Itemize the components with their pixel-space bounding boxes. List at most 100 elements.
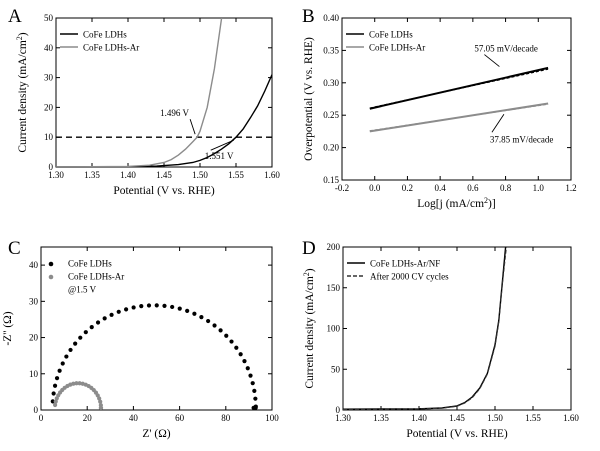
x-tick-label: 1.35 <box>373 413 389 423</box>
data-point <box>95 320 101 325</box>
annotation-label: 37.85 mV/decade <box>490 134 553 144</box>
x-axis-label-sup: 2 <box>484 196 488 205</box>
panel-label: B <box>302 6 315 27</box>
legend-label: CoFe LDHs <box>83 30 127 40</box>
data-point <box>224 333 229 338</box>
annotation-label: 57.05 mV/decade <box>474 44 537 54</box>
data-point <box>185 308 190 314</box>
panel-label: C <box>8 238 21 259</box>
annotation-label: 1.496 V <box>160 108 189 118</box>
data-point <box>248 373 253 378</box>
legend-marker <box>48 261 54 267</box>
x-tick-label: 1.50 <box>487 413 503 423</box>
data-point <box>71 381 76 386</box>
x-tick-label: 1.40 <box>411 413 427 423</box>
data-point <box>123 307 129 312</box>
y-tick-label: 0.30 <box>323 78 339 88</box>
data-point <box>98 399 103 404</box>
x-tick-label: 1.30 <box>48 170 64 180</box>
y-tick-label: 0.25 <box>323 110 339 120</box>
x-tick-label: 1.60 <box>264 170 280 180</box>
y-tick-label: 10 <box>44 132 54 142</box>
plot-area <box>50 303 258 410</box>
data-point <box>74 381 79 386</box>
series-line <box>56 18 223 167</box>
y-tick-label: 0.20 <box>323 143 339 153</box>
x-tick-label: 0.2 <box>402 183 413 193</box>
data-point <box>253 396 258 401</box>
data-point <box>109 312 114 317</box>
plot-frame <box>55 17 273 168</box>
data-point <box>251 405 256 410</box>
data-point <box>98 405 103 410</box>
data-point <box>139 304 144 309</box>
x-axis-label-end: )] <box>488 198 496 210</box>
y-axis-label: Current density (mA/cm2) <box>302 268 317 388</box>
x-tick-label: 0.4 <box>435 183 447 193</box>
data-point <box>64 354 69 359</box>
data-point <box>206 318 211 324</box>
plot-frame <box>40 246 273 411</box>
plot-frame <box>341 17 572 181</box>
x-tick-label: 40 <box>129 413 139 423</box>
y-axis-label-text: Current density (mA/cm <box>17 40 29 152</box>
panel-a: A 1.30 1.35 1.40 1.45 1.50 1.55 1.60 0 10 20 30 40 50… <box>8 6 280 197</box>
x-tick-label: 1.55 <box>525 413 541 423</box>
data-point <box>245 366 250 371</box>
data-point <box>53 399 58 404</box>
fit-line <box>369 68 549 109</box>
y-axis-label-text: Current density (mA/cm <box>304 276 316 388</box>
data-point <box>52 383 58 388</box>
data-point <box>89 324 94 330</box>
annotation-pointer <box>484 54 500 67</box>
legend-marker <box>48 274 54 280</box>
x-tick-label: 1.60 <box>563 413 579 423</box>
y-axis-label: -Z'' (Ω) <box>2 311 14 345</box>
annotation-label: 1.551 V <box>205 151 234 161</box>
plot-area <box>369 66 549 133</box>
data-point <box>238 352 243 357</box>
x-tick-label: 60 <box>175 413 185 423</box>
data-point <box>192 311 197 316</box>
x-axis-label-text: Potential (V vs. RHE) <box>113 185 215 197</box>
y-tick-label: 0.35 <box>323 45 339 55</box>
x-tick-label: 0.8 <box>500 183 512 193</box>
data-point <box>218 328 223 333</box>
panel-label: A <box>8 6 22 27</box>
x-axis-label: Potential (V vs. RHE) <box>113 185 215 197</box>
y-axis-label-sup: 2 <box>15 36 24 40</box>
x-axis-label-text: Log[j (mA/cm <box>417 198 484 210</box>
x-tick-label: 0.0 <box>369 183 381 193</box>
data-point <box>83 330 88 335</box>
data-point <box>234 345 239 350</box>
y-axis-label: Current density (mA/cm2) <box>15 32 30 152</box>
x-tick-label: 1.45 <box>156 170 172 180</box>
y-tick-label: 10 <box>29 369 39 379</box>
data-point <box>60 361 65 366</box>
y-axis-label-end: ) <box>304 268 316 272</box>
y-axis-label-end: ) <box>17 32 29 36</box>
legend-label: CoFe LDHs-Ar/NF <box>370 259 440 269</box>
data-point <box>54 376 60 381</box>
y-axis-label-text: Overpotential (V vs. RHE) <box>303 37 315 161</box>
data-point <box>250 381 255 386</box>
data-point <box>77 381 82 386</box>
y-tick-label: 50 <box>44 13 54 23</box>
y-tick-label: 0.40 <box>323 13 339 23</box>
x-axis-label-text: Potential (V vs. RHE) <box>406 428 508 440</box>
series-line <box>56 74 272 167</box>
y-tick-label: 30 <box>44 73 54 83</box>
data-point <box>146 303 152 308</box>
x-tick-label: 80 <box>221 413 231 423</box>
data-point <box>68 347 73 353</box>
legend-label: After 2000 CV cycles <box>370 272 449 282</box>
data-point <box>170 304 175 310</box>
data-point <box>51 391 56 396</box>
y-tick-label: 0 <box>34 405 39 415</box>
y-tick-label: 0 <box>336 405 341 415</box>
x-tick-label: 1.2 <box>565 183 576 193</box>
y-tick-label: 50 <box>331 364 341 374</box>
x-tick-label: 1.30 <box>335 413 351 423</box>
